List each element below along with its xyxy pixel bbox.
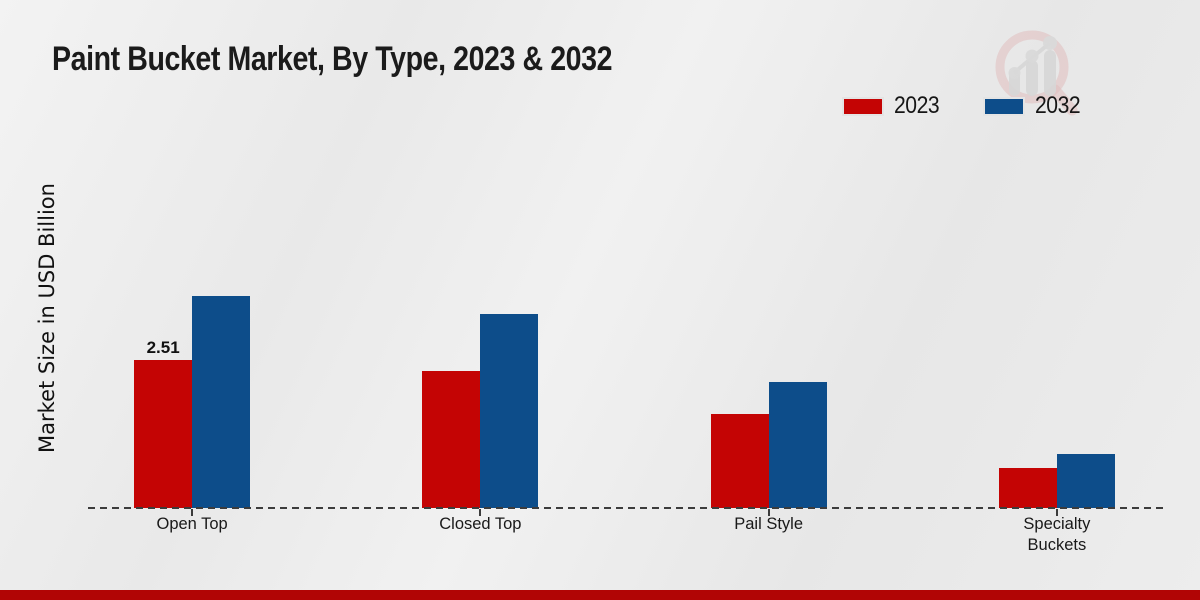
category-label: Specialty Buckets bbox=[1023, 515, 1091, 554]
category-label: Closed Top bbox=[439, 515, 522, 533]
footer-red-stripe bbox=[0, 590, 1200, 600]
category-label: Pail Style bbox=[734, 515, 804, 533]
bar-2032-open-top bbox=[192, 296, 251, 508]
legend-item-2032: 2032 bbox=[983, 92, 1086, 120]
x-axis-tick bbox=[1055, 509, 1058, 516]
legend: 2023 2032 bbox=[842, 92, 1087, 120]
chart-magnifier-logo-icon bbox=[995, 30, 1078, 116]
legend-item-2023: 2023 bbox=[842, 92, 945, 120]
legend-swatch-2023 bbox=[842, 96, 884, 116]
legend-label: 2032 bbox=[1035, 92, 1081, 119]
category-label: Open Top bbox=[156, 515, 228, 533]
legend-label: 2023 bbox=[894, 92, 940, 119]
legend-swatch-2032 bbox=[983, 96, 1026, 116]
bar-2023-pail-style bbox=[710, 414, 769, 508]
x-axis-tick bbox=[767, 509, 770, 516]
x-axis-dashed-baseline bbox=[88, 507, 1165, 509]
x-axis-tick bbox=[479, 509, 482, 516]
bar-2023-specialty-buckets bbox=[998, 468, 1057, 508]
bar-2032-closed-top bbox=[480, 314, 539, 508]
bar-2023-open-top bbox=[134, 360, 193, 508]
x-axis-tick bbox=[191, 509, 194, 516]
page-title: Paint Bucket Market, By Type, 2023 & 203… bbox=[52, 40, 613, 78]
bar-2032-pail-style bbox=[768, 382, 827, 508]
bar-2023-closed-top bbox=[422, 371, 481, 508]
bar-2032-specialty-buckets bbox=[1056, 454, 1115, 508]
bar-value-label: 2.51 bbox=[146, 338, 180, 357]
